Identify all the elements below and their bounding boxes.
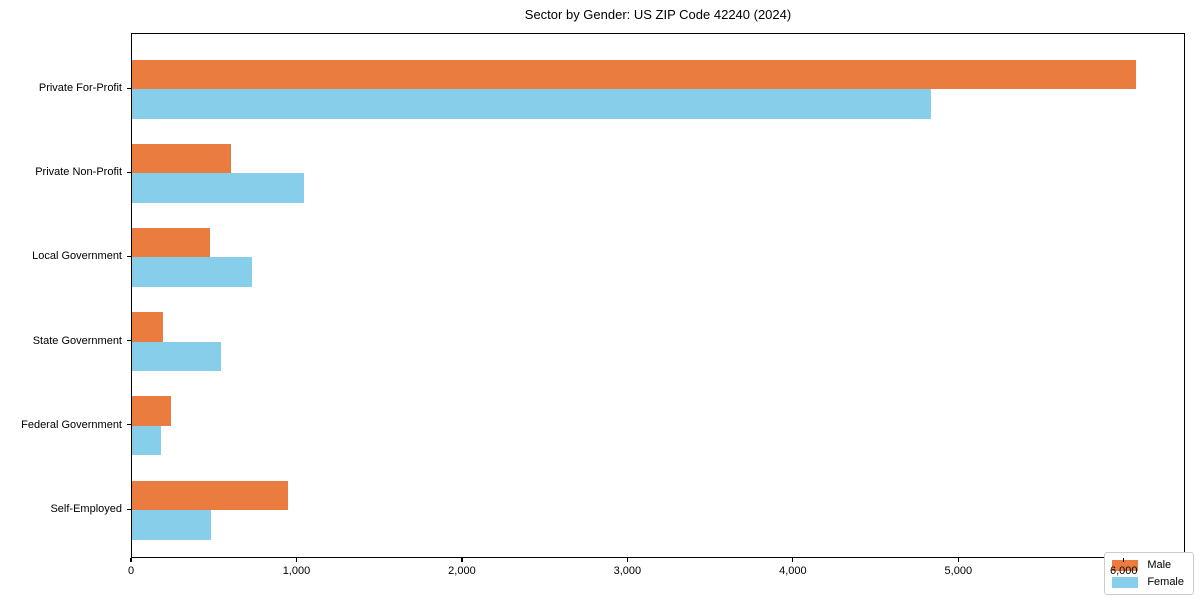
x-tick-label-6: 6,000 [1110, 565, 1138, 577]
bar-male-5 [132, 480, 288, 510]
x-tick-3 [626, 558, 628, 562]
bar-female-1 [132, 173, 305, 203]
x-tick-label-2: 2,000 [448, 565, 476, 577]
bar-male-3 [132, 312, 164, 342]
x-tick-label-4: 4,000 [779, 565, 807, 577]
legend-label-female: Female [1147, 576, 1184, 588]
x-tick-2 [461, 558, 463, 562]
legend-item-male: Male [1112, 559, 1184, 571]
y-tick-label-0: Private For-Profit [38, 82, 122, 94]
bar-female-3 [132, 341, 222, 372]
x-tick-6 [1123, 558, 1125, 562]
bar-male-0 [132, 59, 1136, 89]
x-tick-label-3: 3,000 [613, 565, 642, 577]
bar-male-2 [132, 227, 210, 258]
y-tick-label-2: Local Government [32, 250, 122, 263]
x-tick-label-5: 5,000 [944, 565, 973, 577]
y-tick-3 [127, 340, 131, 342]
legend-swatch-female [1112, 576, 1139, 588]
bar-female-2 [132, 257, 252, 287]
bar-female-0 [132, 89, 932, 119]
x-tick-0 [130, 558, 132, 562]
y-tick-0 [127, 87, 131, 89]
legend: Male Female [1104, 552, 1194, 595]
x-tick-label-1: 1,000 [282, 565, 311, 577]
y-tick-5 [127, 508, 131, 510]
chart-title: Sector by Gender: US ZIP Code 42240 (202… [524, 7, 792, 22]
y-tick-4 [127, 424, 131, 426]
x-tick-label-0: 0 [127, 565, 135, 577]
x-tick-1 [295, 558, 298, 562]
bar-male-4 [132, 396, 171, 426]
bar-male-1 [132, 143, 232, 174]
y-tick-label-4: Federal Government [21, 418, 122, 431]
bar-female-4 [132, 425, 161, 456]
y-tick-2 [127, 255, 131, 258]
plot-area [131, 33, 1185, 558]
legend-swatch-male [1112, 559, 1139, 571]
x-tick-5 [957, 558, 959, 562]
y-tick-1 [127, 171, 131, 173]
legend-item-female: Female [1112, 576, 1184, 588]
x-tick-4 [792, 558, 794, 562]
bar-female-5 [132, 510, 212, 540]
y-tick-label-5: Self-Employed [50, 503, 122, 515]
y-tick-label-3: State Government [32, 334, 122, 347]
y-tick-label-1: Private Non-Profit [35, 166, 122, 179]
legend-label-male: Male [1147, 559, 1172, 571]
